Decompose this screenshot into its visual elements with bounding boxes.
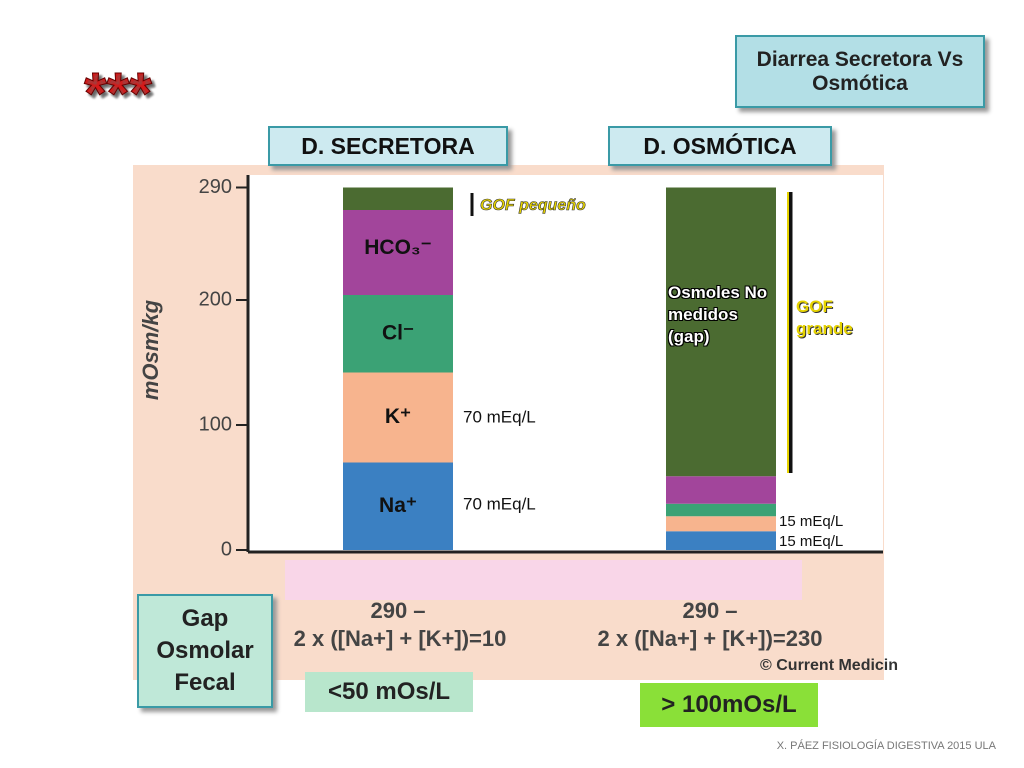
bar-segment	[343, 462, 453, 550]
gap-box-line: Fecal	[174, 669, 236, 696]
title-box: Diarrea Secretora Vs Osmótica	[735, 35, 985, 108]
result-box: > 100mOs/L	[640, 683, 818, 727]
category-label: D. SECRETORA	[268, 126, 508, 166]
annotation: 15 mEq/L	[779, 513, 843, 530]
annotation: 70 mEq/L	[463, 407, 536, 426]
y-tick-label: 200	[199, 288, 232, 310]
gof-large-label: GOF grande	[796, 297, 853, 338]
series-label: K⁺	[385, 405, 411, 428]
annotation: 15 mEq/L	[779, 533, 843, 550]
gap-box: Gap Osmolar Fecal	[137, 594, 273, 708]
series-label: Na⁺	[379, 494, 417, 517]
series-label: Osmoles No medidos (gap)	[668, 283, 768, 346]
bar-segment	[343, 295, 453, 373]
y-tick-label: 100	[199, 413, 232, 435]
stars: ***	[84, 61, 152, 126]
series-label: Cl⁻	[382, 321, 414, 344]
bar-segment	[343, 187, 453, 210]
y-tick-label: 290	[199, 176, 232, 198]
formula: 290 –	[682, 598, 737, 623]
formula: 2 x ([Na+] + [K+])=230	[598, 626, 823, 651]
footer: X. PÁEZ FISIOLOGÍA DIGESTIVA 2015 ULA	[777, 739, 997, 752]
y-tick-label: 0	[221, 538, 232, 560]
pink-cover	[285, 560, 802, 600]
bar-segment	[666, 516, 776, 532]
category-label: D. OSMÓTICA	[608, 126, 832, 166]
series-label: HCO₃⁻	[364, 236, 431, 259]
bar-segment	[343, 210, 453, 295]
result-box: <50 mOs/L	[305, 672, 473, 712]
bar-segment	[666, 187, 776, 477]
bar-segment	[343, 372, 453, 463]
gap-box-line: Osmolar	[156, 637, 254, 664]
gof-small-label: GOF pequeño	[480, 197, 586, 214]
y-axis-label: mOsm/kg	[138, 299, 163, 400]
annotation: 70 mEq/L	[463, 494, 536, 513]
formula: 290 –	[370, 598, 425, 623]
bar-segment	[666, 531, 776, 550]
formula: 2 x ([Na+] + [K+])=10	[294, 626, 507, 651]
credit: © Current Medicin	[760, 657, 898, 674]
title: Diarrea Secretora Vs Osmótica	[756, 47, 964, 95]
gap-box-line: Gap	[181, 605, 229, 632]
bar-segment	[666, 503, 776, 517]
result: > 100mOs/L	[661, 691, 797, 718]
result: <50 mOs/L	[327, 678, 451, 705]
bar-segment	[666, 476, 776, 504]
